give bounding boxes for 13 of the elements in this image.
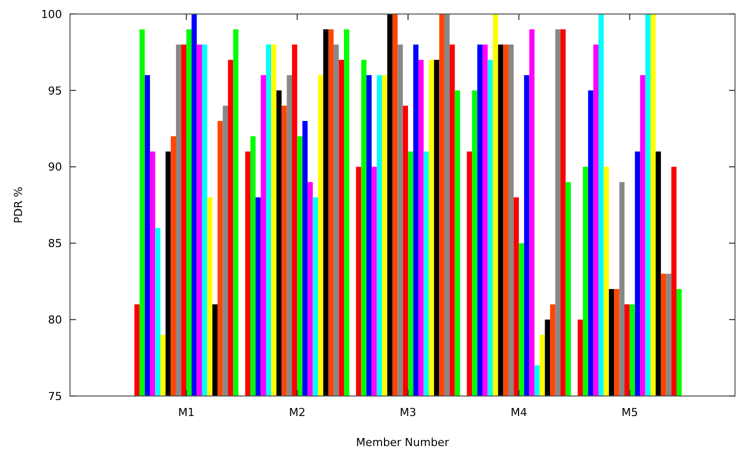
y-tick-label: 80 (48, 313, 62, 326)
y-tick-label: 95 (48, 84, 62, 98)
x-tick-label: M1 (178, 406, 195, 419)
x-tick-label: M2 (288, 406, 306, 419)
y-tick-label: 100 (41, 8, 62, 21)
y-tick-label: 85 (48, 237, 62, 250)
x-tick-label: M5 (621, 406, 638, 419)
y-tick-label: 75 (48, 390, 62, 403)
y-axis-title: PDR % (12, 186, 25, 224)
y-tick-label: 90 (48, 160, 62, 174)
x-tick-label: M3 (400, 406, 416, 419)
x-tick-label: M4 (510, 406, 528, 419)
x-axis-title: Member Number (356, 436, 450, 449)
